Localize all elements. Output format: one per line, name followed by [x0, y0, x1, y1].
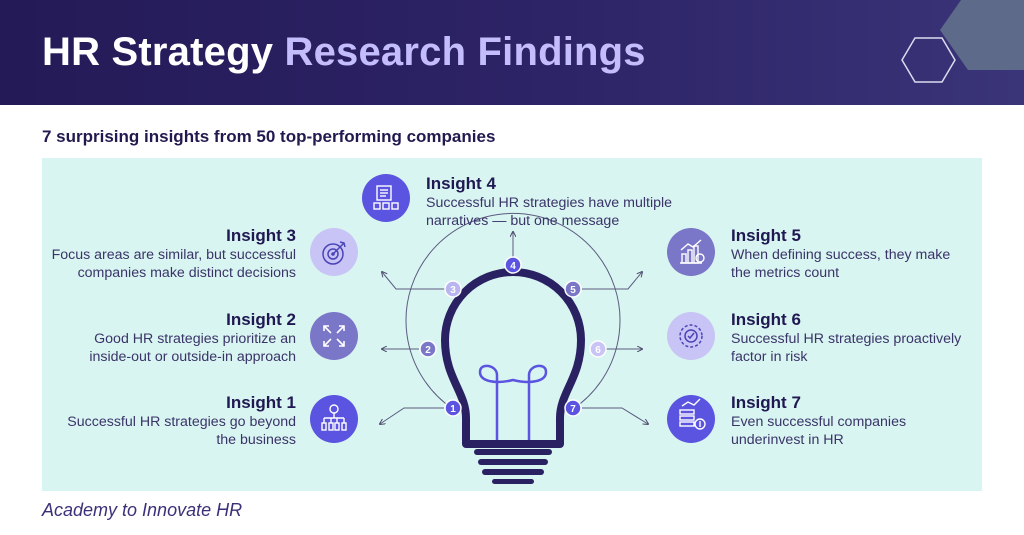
connector-3 — [382, 272, 445, 290]
insight-5-title: Insight 5 — [731, 226, 801, 245]
insight-7-text-line2: underinvest in HR — [731, 432, 844, 448]
connector-1 — [380, 407, 444, 424]
insight-4-text-line2: narratives — but one message — [426, 213, 620, 229]
insight-2-title: Insight 2 — [226, 310, 296, 329]
insight-6-text-line2: factor in risk — [731, 349, 808, 365]
marker-6: 6 — [589, 340, 607, 358]
subtitle: 7 surprising insights from 50 top-perfor… — [42, 127, 496, 146]
insight-1-text-line2: the business — [216, 432, 296, 448]
marker-1: 1 — [444, 399, 462, 417]
insight-1: Insight 1 Successful HR strategies go be… — [40, 393, 296, 449]
title-part-2: Research Findings — [284, 30, 646, 74]
header-banner: HR Strategy Research Findings — [0, 0, 1024, 105]
document-icon — [362, 174, 410, 222]
marker-4-label: 4 — [510, 261, 516, 272]
insight-5: Insight 5 When defining success, they ma… — [731, 226, 976, 282]
connector-lines — [380, 232, 648, 424]
insight-5-text-line1: When defining success, they make — [731, 247, 951, 263]
insight-4: Insight 4 Successful HR strategies have … — [426, 174, 706, 230]
marker-7-label: 7 — [570, 404, 576, 415]
marker-5-label: 5 — [570, 285, 576, 296]
page-title: HR Strategy Research Findings — [42, 30, 646, 75]
insight-2-text-line2: inside-out or outside-in approach — [89, 349, 296, 365]
footer-brand: Academy to Innovate HR — [42, 500, 243, 520]
marker-4: 4 — [504, 256, 522, 274]
insight-2-text-line1: Good HR strategies prioritize an — [94, 331, 296, 347]
arrows-expand-icon — [310, 312, 358, 360]
risk-gear-icon — [667, 312, 715, 360]
marker-3-label: 3 — [450, 285, 456, 296]
number-markers: 1 2 3 4 5 6 7 — [419, 256, 607, 417]
target-icon — [310, 228, 358, 276]
marker-7: 7 — [564, 399, 582, 417]
hexagon-decoration — [901, 0, 1024, 83]
marker-6-label: 6 — [595, 345, 601, 356]
insight-7-text-line1: Even successful companies — [731, 414, 907, 430]
insight-4-title: Insight 4 — [426, 174, 496, 193]
marker-2-label: 2 — [425, 345, 431, 356]
insight-7: Insight 7 Even successful companies unde… — [731, 393, 976, 449]
marker-5: 5 — [564, 280, 582, 298]
lightbulb-outline — [441, 268, 585, 448]
outer-arc — [405, 212, 621, 410]
insight-6-text-line1: Successful HR strategies proactively — [731, 331, 962, 347]
insight-2: Insight 2 Good HR strategies prioritize … — [40, 310, 296, 366]
insight-3-text-line2: companies make distinct decisions — [77, 265, 296, 281]
marker-3: 3 — [444, 280, 462, 298]
connector-7 — [582, 407, 648, 424]
lightbulb-base — [474, 449, 552, 484]
insight-4-text-line1: Successful HR strategies have multiple — [426, 195, 673, 211]
connector-5 — [582, 272, 642, 290]
marker-2: 2 — [419, 340, 437, 358]
insight-1-text-line1: Successful HR strategies go beyond — [67, 414, 296, 430]
org-chart-icon — [310, 395, 358, 443]
insight-6-title: Insight 6 — [731, 310, 801, 329]
bar-chart-icon — [667, 228, 715, 276]
money-chart-icon — [667, 395, 715, 443]
insight-3-title: Insight 3 — [226, 226, 296, 245]
insight-3: Insight 3 Focus areas are similar, but s… — [40, 226, 296, 282]
lightbulb-filament — [478, 364, 548, 440]
insight-6: Insight 6 Successful HR strategies proac… — [731, 310, 976, 366]
insight-5-text-line2: the metrics count — [731, 265, 840, 281]
insight-1-title: Insight 1 — [226, 393, 296, 412]
marker-1-label: 1 — [450, 404, 456, 415]
insight-3-text-line1: Focus areas are similar, but successful — [51, 247, 296, 263]
insight-7-title: Insight 7 — [731, 393, 801, 412]
title-part-1: HR Strategy — [42, 30, 274, 74]
